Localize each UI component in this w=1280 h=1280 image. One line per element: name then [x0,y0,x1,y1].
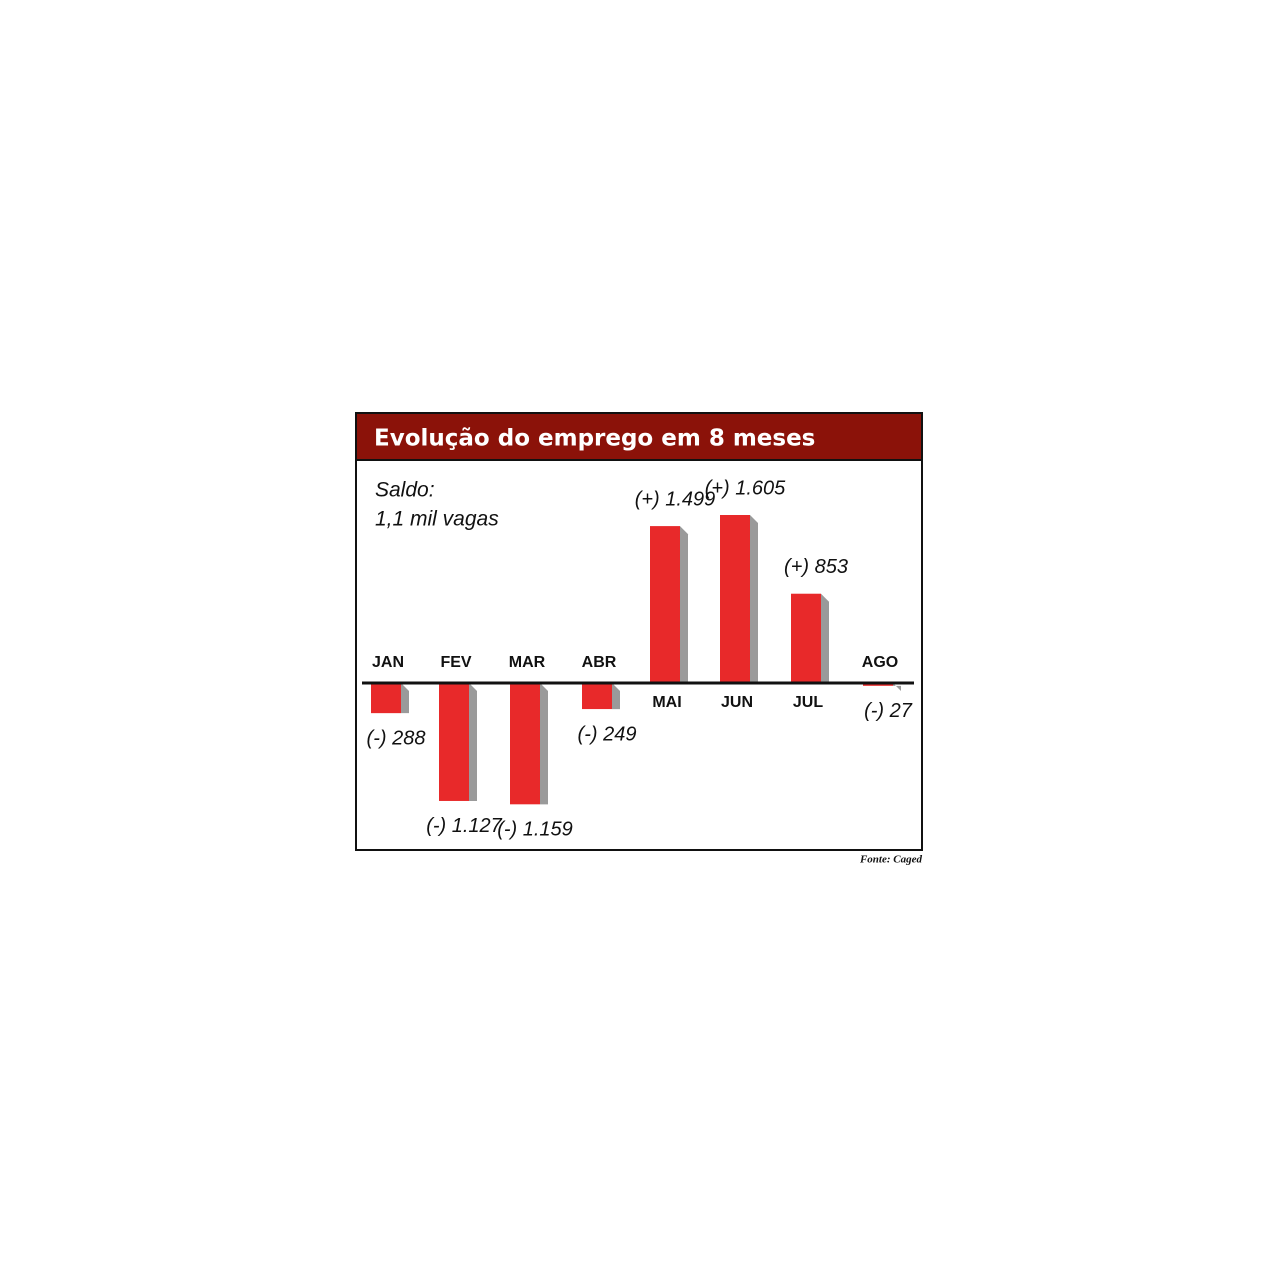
x-tick-label: MAR [509,654,546,671]
annotation: 1,1 mil vagas [375,508,499,531]
bar [371,683,401,714]
bar [720,515,750,683]
value-label: (-) 27 [864,700,913,722]
value-label: (-) 1.127 [426,815,502,837]
bar-side [612,683,620,710]
bar [650,526,680,683]
bar [791,593,821,683]
x-tick-label: JAN [372,654,404,671]
x-tick-label: ABR [582,654,617,671]
x-tick-label: AGO [862,654,898,671]
bar-side [893,683,901,691]
x-tick-label: FEV [440,654,471,671]
bar-side [401,683,409,714]
value-label: (+) 853 [784,556,848,578]
bar-side [750,515,758,683]
bar-side [540,683,548,805]
bar-side [469,683,477,801]
bar-side [680,526,688,683]
bar [582,683,612,710]
bar-side [821,593,829,683]
annotation: Saldo: [375,479,435,502]
value-label: (-) 1.159 [497,819,573,841]
header [355,412,923,461]
x-tick-label: JUL [793,694,823,711]
x-tick-label: MAI [652,694,681,711]
value-label: (+) 1.499 [635,488,716,510]
value-label: (-) 249 [578,723,637,745]
value-label: (+) 1.605 [705,477,786,499]
chart-title: Evolução do emprego em 8 meses [374,426,815,452]
bar [439,683,469,801]
source: Fonte: Caged [859,854,923,866]
bar [510,683,540,805]
value-label: (-) 288 [367,727,426,749]
x-tick-label: JUN [721,694,753,711]
